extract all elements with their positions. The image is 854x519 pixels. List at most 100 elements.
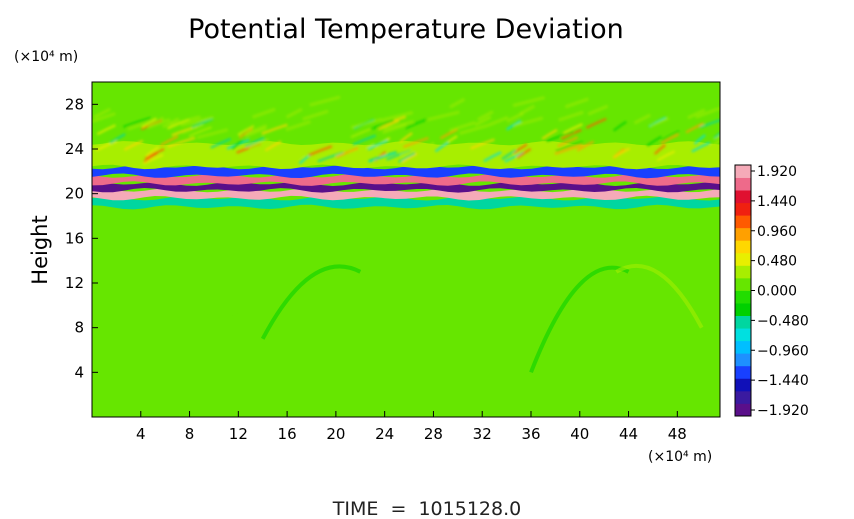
wave-streak [378, 119, 400, 131]
wave-streak [646, 135, 662, 147]
wave-streak [554, 143, 583, 155]
wave-streak [93, 107, 111, 119]
x-axis: 4 8 12 16 20 24 28 32 36 40 44 48 [136, 411, 687, 443]
wave-streak [633, 113, 651, 125]
wave-streak [109, 133, 126, 145]
wave-streak [613, 120, 627, 132]
colorbar-tick-label: −0.960 [757, 343, 809, 359]
wave-streak [145, 146, 160, 158]
x-tick-label: 16 [278, 425, 297, 443]
colorbar-swatch [735, 265, 751, 279]
wave-streak [654, 144, 666, 155]
wave-streak [685, 122, 704, 134]
plume-arc [260, 264, 362, 340]
wave-streak [383, 119, 414, 131]
wave-streak [245, 124, 268, 136]
colorbar-tick-label: 0.960 [757, 224, 797, 240]
colorbar-swatch [735, 328, 751, 342]
y-tick-label: 24 [65, 140, 84, 158]
wave-streak [244, 126, 267, 138]
wave-streak [309, 95, 341, 107]
wave-streak [519, 104, 536, 116]
wave-streak [92, 112, 116, 123]
wave-streak [422, 142, 435, 153]
wave-streak [402, 136, 429, 149]
wave-streak [398, 152, 416, 164]
wave-streak [106, 141, 124, 153]
wave-streak [95, 140, 118, 152]
wave-streak [459, 123, 489, 135]
wave-streak [380, 111, 414, 122]
wave-streak [587, 104, 609, 116]
wave-streak [180, 115, 214, 127]
x-tick-label: 4 [136, 425, 146, 443]
y-tick-label: 28 [65, 95, 84, 113]
wave-streak [400, 145, 423, 157]
plume-arc [529, 265, 630, 374]
wave-streak [231, 139, 244, 150]
wave-streak [196, 128, 229, 140]
colorbar-swatch [735, 315, 751, 329]
wave-streak [713, 132, 720, 139]
wave-streak [191, 117, 214, 129]
wave-streak [576, 140, 595, 152]
colorbar-tick-label: 1.920 [757, 164, 797, 180]
wave-streak [585, 117, 607, 129]
wave-streak [308, 145, 333, 157]
wave-streak [487, 116, 509, 127]
plume-arc [163, 307, 240, 363]
wave-streak [142, 153, 164, 165]
wave-streak [167, 136, 196, 148]
colorbar-swatch [735, 378, 751, 392]
wave-streak [251, 107, 276, 119]
wave-streak [237, 124, 255, 136]
plume-arcs [163, 263, 704, 374]
wave-streak [352, 134, 377, 146]
wave-streaks [92, 95, 720, 165]
colorbar-swatch [735, 240, 751, 254]
wave-streak [350, 117, 382, 129]
x-tick-label: 24 [375, 425, 394, 443]
colorbar-tick-label: −1.920 [757, 403, 809, 419]
x-tick-label: 48 [668, 425, 687, 443]
wave-streak [470, 138, 495, 150]
wave-streak [477, 110, 494, 122]
wave-streak [399, 132, 413, 143]
colorbar-swatch [735, 353, 751, 367]
x-tick-label: 36 [521, 425, 540, 443]
colorbar-swatch [735, 403, 751, 417]
wave-streak [144, 148, 165, 160]
wave-streak [649, 116, 670, 128]
wave-streak [695, 107, 718, 119]
wave-streak [541, 128, 558, 140]
wave-streak [188, 126, 212, 138]
wave-streak [555, 141, 584, 153]
wave-streak [302, 109, 329, 121]
wave-streak [691, 141, 711, 153]
wave-streak [123, 139, 144, 151]
wave-streak [404, 118, 428, 130]
wave-streak [285, 107, 303, 119]
wave-streak [335, 147, 359, 159]
wave-streak [426, 110, 460, 122]
colorbar-swatch [735, 365, 751, 379]
x-tick-label: 12 [229, 425, 248, 443]
wave-streak [656, 150, 676, 162]
wave-streak [483, 151, 502, 163]
wave-streak [512, 96, 545, 108]
x-tick-label: 8 [185, 425, 195, 443]
wave-streak [350, 127, 373, 139]
wave-streak [546, 130, 575, 143]
y-tick-label: 8 [74, 319, 84, 337]
colorbar-swatch [735, 177, 751, 191]
wave-streak [513, 116, 544, 128]
wave-streak [612, 147, 631, 159]
wave-streak [285, 120, 311, 132]
wave-streak [248, 138, 270, 150]
x-unit-label: (×10⁴ m) [648, 449, 712, 465]
colorbar: 1.920 1.440 0.960 0.480 0.000 −0.480 −0.960 −1.… [734, 164, 809, 419]
chart-title: Potential Temperature Deviation [188, 14, 624, 45]
wave-streak [210, 137, 232, 149]
y-tick-label: 4 [74, 363, 84, 381]
wave-streak [264, 140, 282, 152]
